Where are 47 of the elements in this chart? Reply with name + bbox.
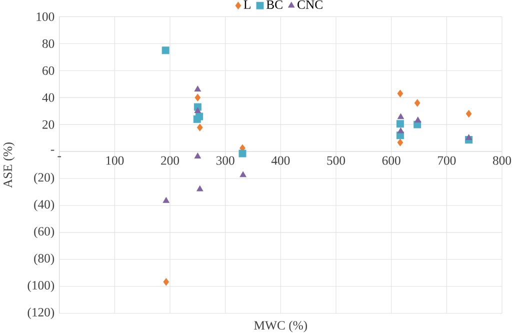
y-tick-label: 60 [42, 66, 54, 75]
x-axis-title: MWC (%) [254, 320, 308, 332]
x-tick-label: 200 [161, 156, 180, 165]
point [414, 99, 420, 107]
y-tick-label: 40 [42, 93, 54, 102]
y-tick-label: (40) [34, 200, 54, 212]
point [162, 46, 170, 54]
y-tick-label: (100) [28, 280, 54, 292]
x-tick-label: 100 [106, 156, 124, 165]
x-tick-label: 800 [492, 156, 512, 165]
point [196, 186, 204, 192]
y-tick-label: (60) [34, 226, 54, 238]
y-axis-title: ASE (%) [3, 142, 15, 188]
point [397, 90, 404, 98]
y-tick-label: - [50, 150, 54, 151]
point [193, 115, 201, 123]
legend-label: CNC [298, 0, 322, 9]
point [194, 107, 201, 114]
point [414, 116, 422, 123]
x-tick-label: 400 [271, 156, 290, 165]
y-tick-label: (20) [34, 172, 54, 184]
point [238, 150, 246, 158]
x-tick-label: 500 [327, 156, 346, 165]
x-tick-label: 700 [438, 156, 456, 165]
y-tick-label: (120) [28, 308, 54, 320]
y-tick-label: 20 [42, 120, 54, 129]
point [397, 113, 404, 120]
point [397, 138, 404, 146]
point [240, 171, 246, 178]
point [397, 128, 404, 134]
point [197, 124, 203, 132]
legend-label: BC [266, 0, 282, 9]
point [194, 94, 201, 102]
y-tick-label: 100 [36, 12, 54, 21]
point [162, 197, 170, 203]
point [396, 120, 404, 128]
y-tick-label: (80) [34, 254, 54, 266]
point [466, 110, 472, 118]
point [466, 134, 472, 140]
y-tick-label: 80 [42, 39, 54, 48]
point [194, 152, 201, 159]
x-tick-label: 600 [382, 156, 400, 165]
point [163, 278, 169, 286]
x-tick-label: 300 [216, 156, 234, 165]
point [194, 86, 201, 92]
legend-label: L [244, 0, 250, 9]
x-tick-label: - [58, 156, 61, 158]
